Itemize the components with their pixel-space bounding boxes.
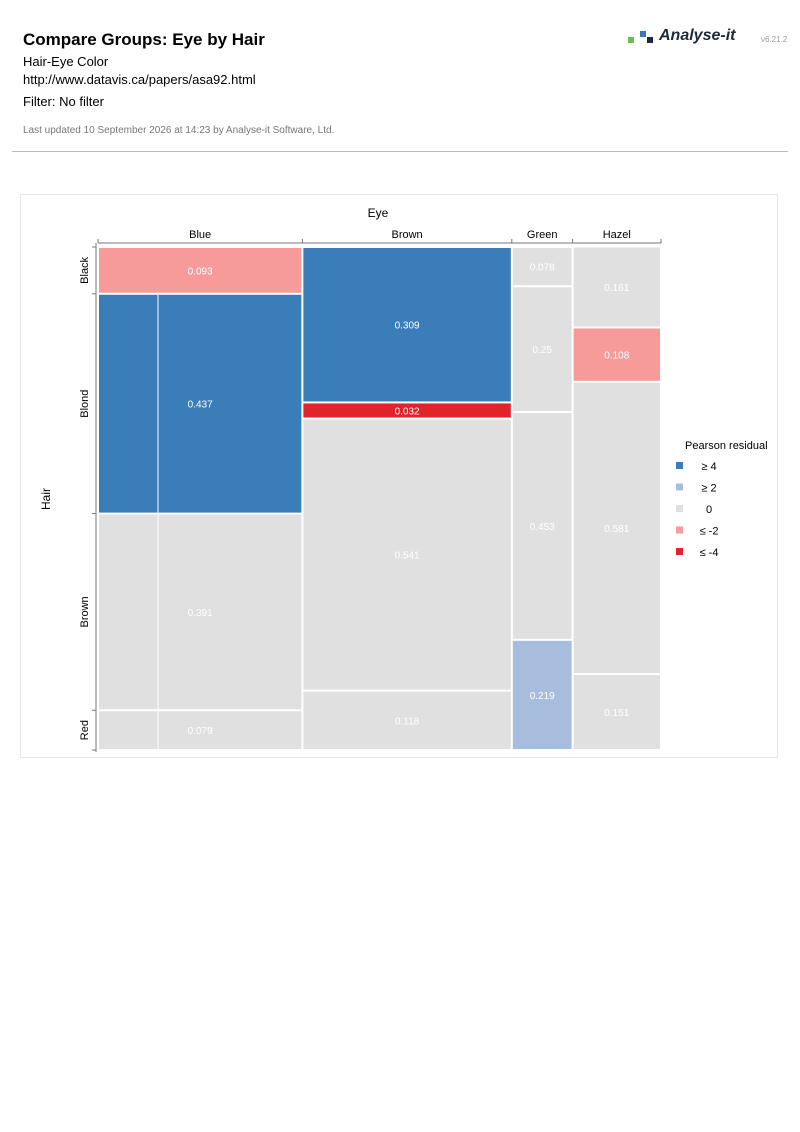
mosaic-cell-green-blond — [512, 287, 572, 411]
mosaic-cell-brown-blond — [303, 403, 511, 418]
cell-value-label: 0.032 — [395, 406, 420, 417]
mosaic-cell-green-black — [512, 248, 572, 286]
cell-value-label: 0.541 — [395, 551, 420, 562]
mosaic-cell-blue-brown — [99, 514, 302, 710]
mosaic-cell-hazel-blond — [573, 328, 660, 381]
cell-value-label: 0.079 — [188, 726, 213, 737]
legend-swatch — [676, 462, 683, 469]
mosaic-cell-green-red — [512, 640, 572, 749]
cell-value-label: 0.108 — [604, 351, 629, 362]
cell-value-label: 0.161 — [604, 283, 629, 294]
cell-value-label: 0.391 — [188, 608, 213, 619]
chart-panel — [20, 194, 778, 758]
cell-value-label: 0.309 — [395, 321, 420, 332]
brand-name: Analyse-it — [659, 27, 736, 44]
cell-value-label: 0.118 — [395, 716, 420, 727]
mosaic-cell-blue-black — [99, 248, 302, 293]
mosaic-cell-blue-red — [99, 711, 302, 749]
x-tick-label-brown: Brown — [391, 229, 422, 241]
mosaic-cell-hazel-red — [573, 675, 660, 749]
x-axis-title: Eye — [368, 206, 389, 220]
legend-swatch — [676, 483, 683, 491]
logo-square-icon — [640, 31, 646, 37]
last-updated: Last updated 10 September 2026 at 14:23 … — [23, 125, 335, 136]
legend-swatch — [676, 548, 683, 555]
cell-value-label: 0.25 — [532, 345, 552, 356]
logo-square-icon — [628, 37, 634, 43]
mosaic-cell-brown-black — [303, 248, 511, 402]
report-title: Compare Groups: Eye by Hair — [23, 30, 265, 49]
legend-swatch — [676, 505, 683, 512]
mosaic-cell-brown-red — [303, 691, 511, 749]
cell-value-label: 0.151 — [604, 708, 629, 719]
x-tick-label-blue: Blue — [189, 229, 211, 241]
cell-value-label: 0.219 — [530, 691, 555, 702]
mosaic-cell-brown-brown — [303, 419, 511, 690]
x-tick-label-hazel: Hazel — [603, 229, 631, 241]
legend-item-label: ≥ 4 — [701, 461, 716, 473]
y-tick-label-brown: Brown — [79, 596, 91, 627]
logo-square-icon — [647, 37, 653, 43]
mosaic-cell-hazel-black — [573, 247, 660, 327]
cell-value-label: 0.453 — [530, 522, 555, 533]
source-url[interactable]: http://www.datavis.ca/papers/asa92.html — [23, 72, 256, 87]
cell-value-label: 0.437 — [188, 400, 213, 411]
header-divider — [12, 151, 788, 152]
mosaic-cell-hazel-brown — [573, 382, 660, 674]
cell-value-label: 0.581 — [604, 524, 629, 535]
legend-swatch — [676, 526, 683, 534]
mosaic-cell-blue-blond — [99, 294, 302, 513]
legend-title: Pearson residual — [685, 440, 768, 452]
legend-item-label: ≥ 2 — [701, 483, 716, 495]
y-axis-title: Hair — [39, 488, 53, 510]
legend-item-label: ≤ -2 — [700, 526, 719, 538]
cell-value-label: 0.078 — [530, 263, 555, 274]
cell-value-label: 0.093 — [188, 266, 213, 277]
legend-item-label: 0 — [706, 504, 712, 516]
y-tick-label-blond: Blond — [79, 390, 91, 418]
x-tick-label-green: Green — [527, 229, 558, 241]
y-tick-label-red: Red — [79, 720, 91, 740]
version-label: v6.21.2 — [761, 35, 788, 44]
y-tick-label-black: Black — [79, 256, 91, 283]
legend-item-label: ≤ -4 — [700, 547, 719, 559]
dataset-name: Hair-Eye Color — [23, 54, 109, 69]
mosaic-cell-green-brown — [512, 412, 572, 639]
filter-text: Filter: No filter — [23, 94, 104, 109]
